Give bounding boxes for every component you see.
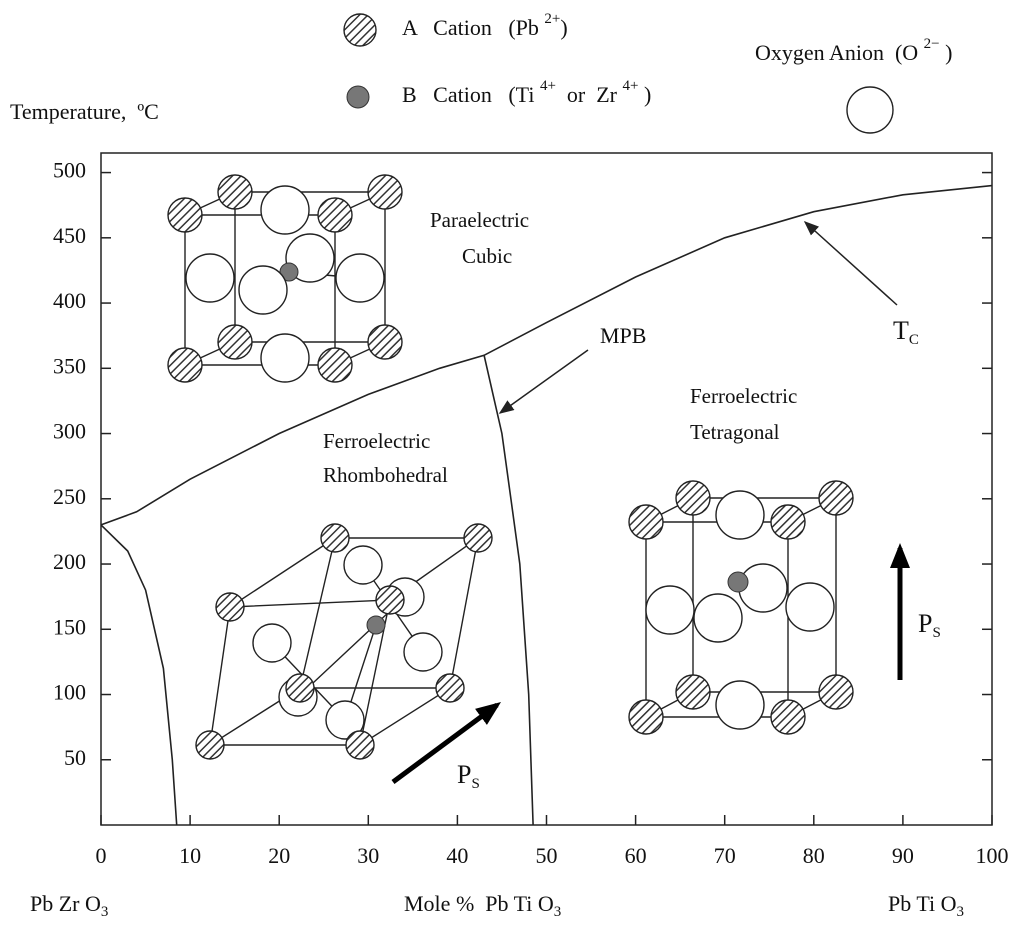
x-tick-label: 40: [446, 843, 468, 868]
y-tick-label: 200: [53, 549, 86, 574]
y-tick-label: 300: [53, 419, 86, 444]
legend: A Cation (Pb 2+) B Cation (Ti 4+ or Zr 4…: [344, 11, 952, 133]
cubic-cell: [168, 175, 402, 382]
legend-text: ): [560, 15, 567, 40]
polarization-arrow: [393, 705, 497, 782]
annotation-sub: S: [932, 625, 940, 641]
x-tick-label: 90: [892, 843, 914, 868]
x-tick-label: 30: [357, 843, 379, 868]
annotation: Ferroelectric: [690, 384, 797, 408]
y-tick-label: 150: [53, 614, 86, 639]
x-label-text: Pb Zr O: [30, 891, 101, 916]
y-tick-label: 100: [53, 680, 86, 705]
annotation-text: P: [457, 760, 471, 789]
annotation: Ferroelectric: [323, 429, 430, 453]
x-tick-label: 0: [96, 843, 107, 868]
legend-text: Oxygen Anion (O: [755, 40, 924, 65]
annotation: Paraelectric: [430, 208, 529, 232]
x-label-text: Pb Ti O: [888, 891, 957, 916]
legend-text: or Zr: [556, 82, 623, 107]
legend-sup: 2+: [544, 11, 560, 27]
legend-label: Oxygen Anion (O 2− ): [755, 36, 952, 65]
legend-text: B Cation (Ti: [402, 82, 540, 107]
x-tick-label: 100: [976, 843, 1009, 868]
y-tick-label: 250: [53, 484, 86, 509]
x-axis-label: Pb Zr O3: [30, 891, 108, 920]
y-tick-label: 50: [64, 745, 86, 770]
annotation-text: P: [918, 609, 932, 638]
pointer-arrow: [500, 350, 588, 413]
x-label-text: Mole % Pb Ti O: [404, 891, 554, 916]
a-cation-icon: [344, 14, 376, 46]
legend-sup: 2−: [924, 36, 940, 52]
annotation-text: T: [893, 316, 909, 345]
x-tick-label: 80: [803, 843, 825, 868]
x-tick-label: 60: [625, 843, 647, 868]
x-axis-label: Mole % Pb Ti O3: [404, 891, 561, 920]
legend-sup: 4+: [540, 78, 556, 94]
annotation: PS: [918, 609, 941, 641]
phase-boundary: [101, 525, 177, 825]
legend-text: A Cation (Pb: [402, 15, 544, 40]
phase-boundary: [484, 355, 533, 825]
x-axis-label: Pb Ti O3: [888, 891, 964, 920]
x-tick-label: 10: [179, 843, 201, 868]
x-tick-label: 70: [714, 843, 736, 868]
y-tick-label: 500: [53, 158, 86, 183]
b-cation-icon: [347, 86, 369, 108]
annotation-sub: S: [471, 776, 479, 792]
legend-sup: 4+: [623, 78, 639, 94]
annotation: Cubic: [462, 244, 512, 268]
annotation: TC: [893, 316, 919, 348]
tetragonal-cell: [629, 481, 853, 734]
x-tick-label: 20: [268, 843, 290, 868]
y-tick-label: 350: [53, 353, 86, 378]
x-label-sub: 3: [554, 904, 562, 920]
annotation: PS: [457, 760, 480, 792]
y-tick-label: 400: [53, 288, 86, 313]
annotation: Rhombohedral: [323, 463, 448, 487]
legend-label: A Cation (Pb 2+): [402, 11, 568, 40]
x-label-sub: 3: [957, 904, 965, 920]
chart: A Cation (Pb 2+) B Cation (Ti 4+ or Zr 4…: [0, 0, 1025, 927]
annotation: MPB: [600, 323, 646, 348]
y-axis-label: Temperature, ºC: [10, 99, 159, 124]
x-tick-label: 50: [536, 843, 558, 868]
annotation: Tetragonal: [690, 420, 780, 444]
pointer-arrow: [805, 222, 897, 305]
annotation-sub: C: [909, 332, 919, 348]
legend-text: ): [940, 40, 953, 65]
y-tick-label: 450: [53, 223, 86, 248]
rhombohedral-cell: [196, 524, 492, 759]
legend-text: ): [638, 82, 651, 107]
oxygen-icon: [847, 87, 893, 133]
x-label-sub: 3: [101, 904, 109, 920]
legend-label: B Cation (Ti 4+ or Zr 4+ ): [402, 78, 651, 107]
